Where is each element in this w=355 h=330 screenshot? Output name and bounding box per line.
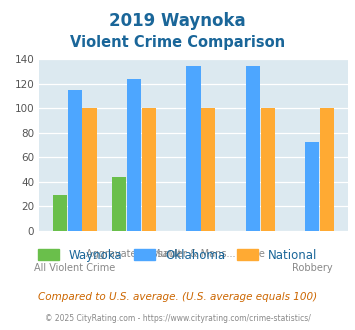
Bar (112, 177, 126, 231)
Bar (201, 109, 215, 231)
Text: All Violent Crime: All Violent Crime (34, 263, 115, 273)
Bar (82, 109, 97, 231)
Text: Rape: Rape (240, 249, 265, 259)
Bar (53, 195, 67, 231)
Bar (127, 79, 141, 231)
Text: Aggravated Assault: Aggravated Assault (86, 249, 182, 259)
Bar (186, 66, 201, 231)
Text: Murder & Mans...: Murder & Mans... (152, 249, 235, 259)
Text: Compared to U.S. average. (U.S. average equals 100): Compared to U.S. average. (U.S. average … (38, 292, 317, 302)
Bar (261, 109, 275, 231)
Bar (67, 90, 82, 231)
Text: Violent Crime Comparison: Violent Crime Comparison (70, 35, 285, 50)
Text: Robbery: Robbery (292, 263, 333, 273)
Bar (320, 109, 334, 231)
Bar (305, 142, 320, 231)
Bar (246, 66, 260, 231)
Text: 2019 Waynoka: 2019 Waynoka (109, 12, 246, 30)
Legend: Waynoka, Oklahoma, National: Waynoka, Oklahoma, National (33, 244, 322, 266)
Bar (142, 109, 156, 231)
Text: © 2025 CityRating.com - https://www.cityrating.com/crime-statistics/: © 2025 CityRating.com - https://www.city… (45, 314, 310, 323)
